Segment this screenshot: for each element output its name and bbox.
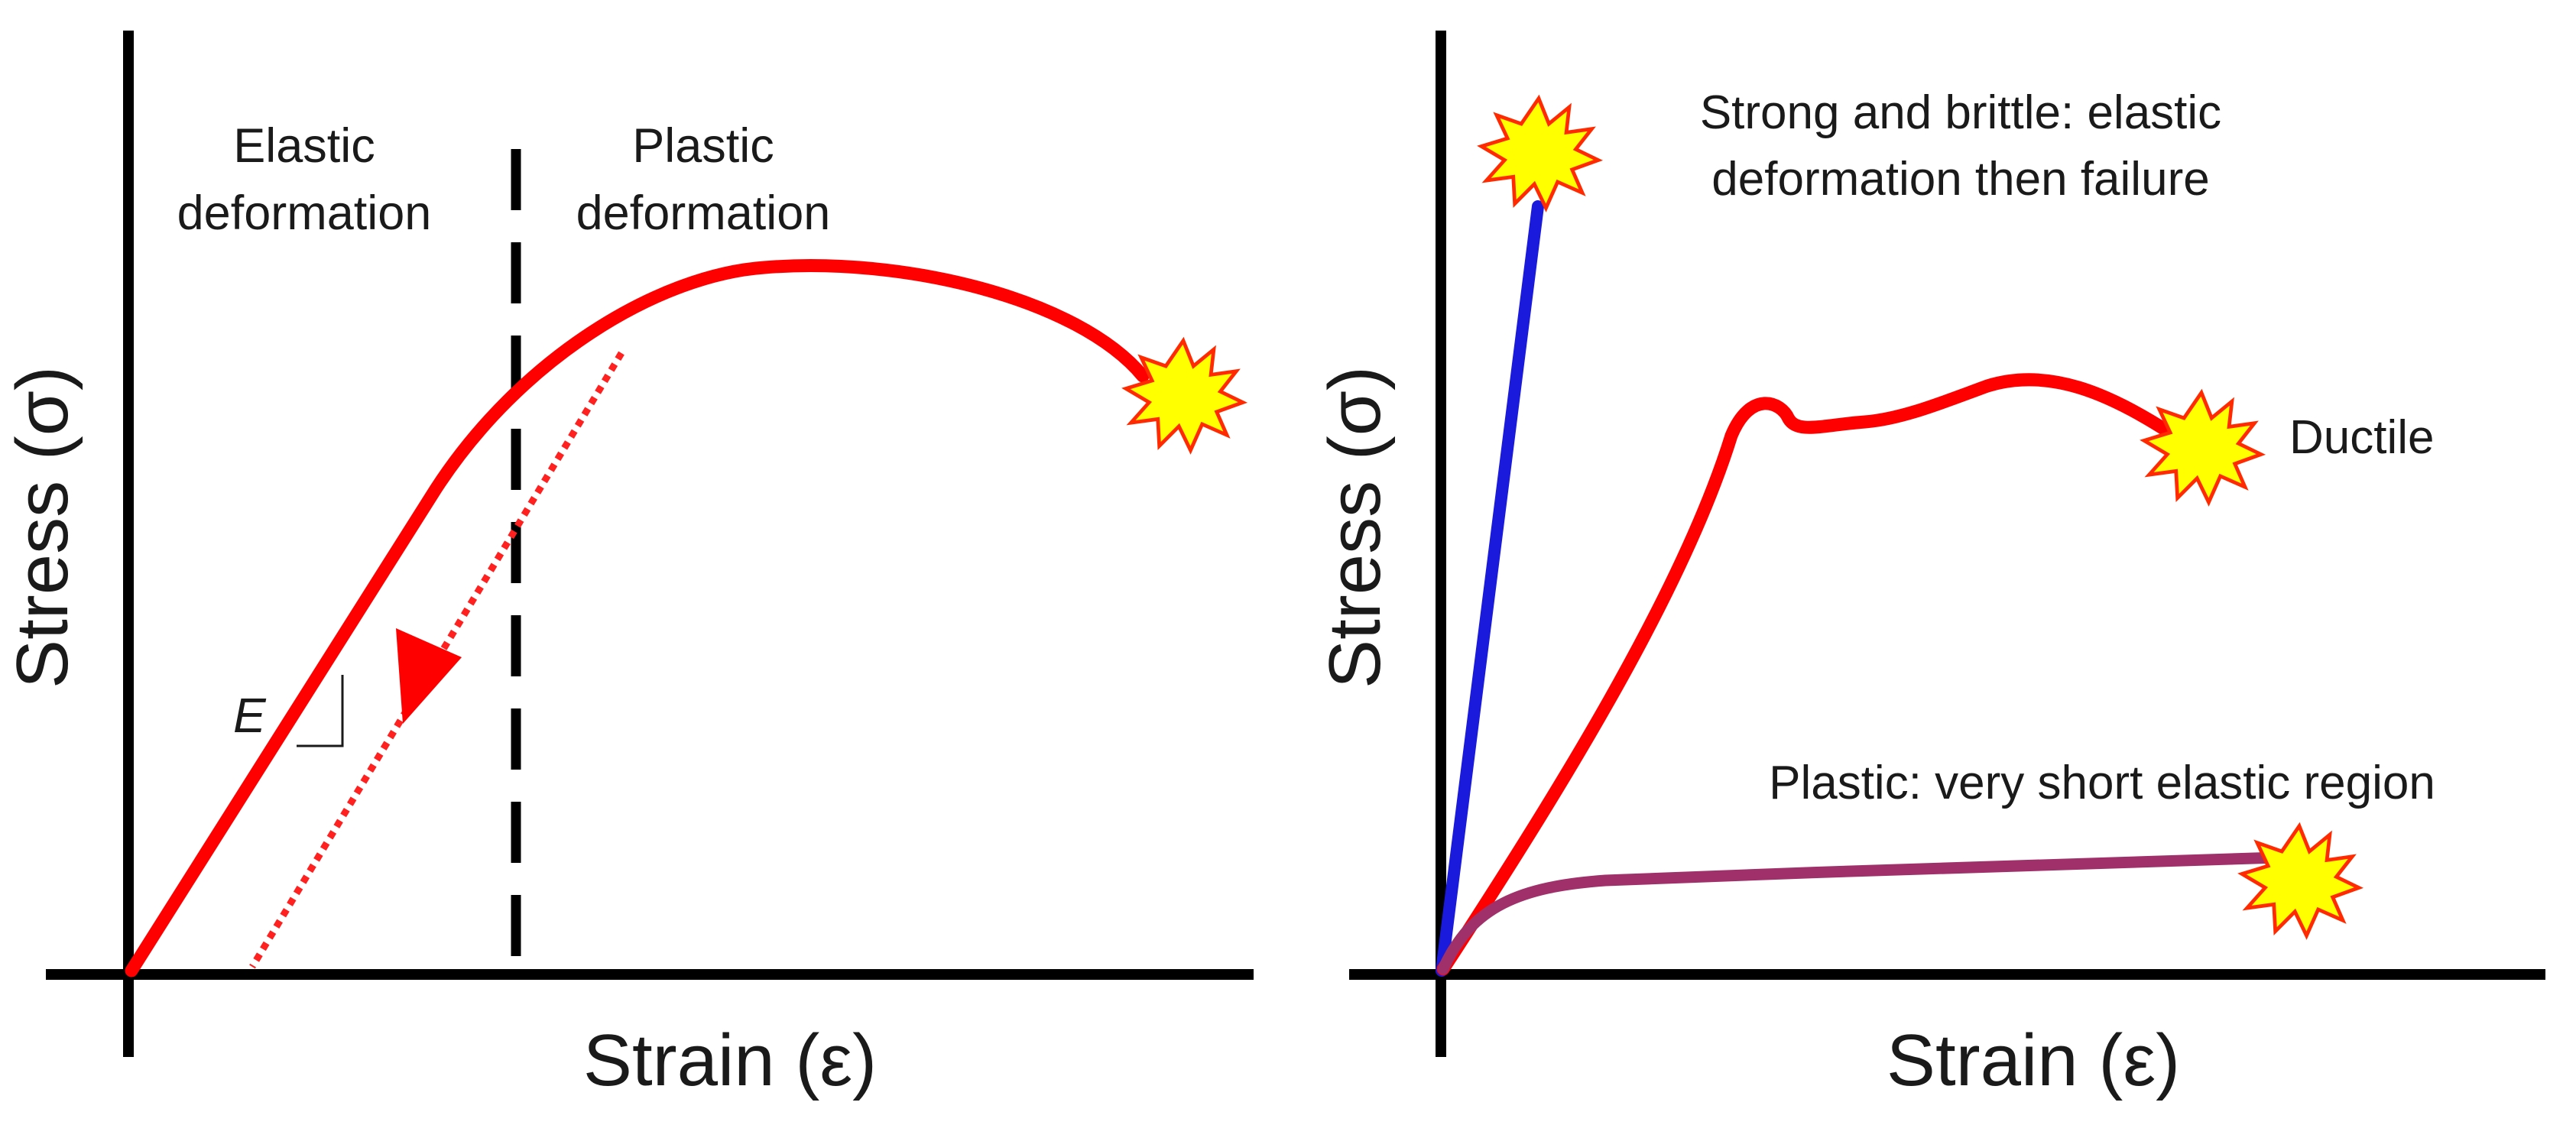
left-panel: Elastic deformation Plastic deformation … (2, 31, 1254, 1101)
plastic-region-label-line1: Plastic (632, 119, 774, 173)
ductile-label: Ductile (2289, 411, 2435, 464)
ductile-failure-star-icon (2144, 393, 2261, 502)
plastic-region-label-line2: deformation (576, 186, 831, 240)
ductile-stress-strain-curve (125, 259, 1150, 977)
modulus-slope-triangle (297, 675, 344, 747)
left-y-axis-title: Stress (σ) (2, 366, 83, 689)
brittle-failure-star-icon (1481, 99, 1598, 208)
right-panel: Strong and brittle: elastic deformation … (1314, 31, 2545, 1101)
failure-star-icon (1126, 341, 1243, 450)
elastic-region-label-line1: Elastic (233, 119, 375, 173)
elastic-region-label-line2: deformation (177, 186, 432, 240)
brittle-curve (1436, 200, 1544, 977)
right-x-axis-title: Strain (ε) (1887, 1020, 2180, 1101)
unloading-dotted-line (249, 351, 625, 969)
plastic-curve (1437, 851, 2284, 975)
brittle-label-line2: deformation then failure (1711, 153, 2209, 206)
ductile-curve (1436, 373, 2178, 976)
plastic-failure-star-icon (2242, 826, 2359, 935)
brittle-label-line1: Strong and brittle: elastic (1700, 86, 2221, 139)
arrow-down-left-icon (396, 628, 462, 724)
plastic-label: Plastic: very short elastic region (1769, 757, 2435, 809)
left-x-axis-title: Strain (ε) (583, 1020, 877, 1101)
modulus-label: E (233, 688, 267, 743)
right-y-axis-title: Stress (σ) (1314, 366, 1396, 689)
